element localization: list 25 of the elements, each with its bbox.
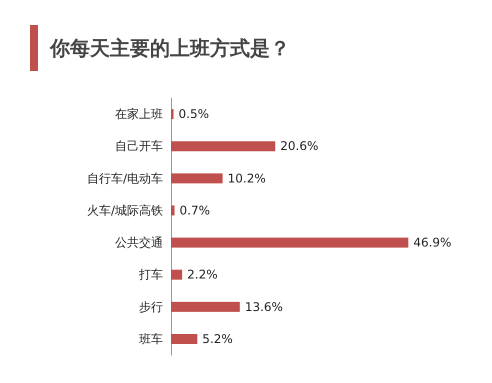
y-tick-label: 班车	[139, 332, 163, 346]
bar	[171, 173, 223, 184]
data-label: 0.7%	[180, 203, 210, 218]
bar	[171, 109, 174, 120]
data-label: 5.2%	[202, 332, 233, 346]
y-tick-label: 步行	[139, 300, 163, 314]
y-tick-label: 自己开车	[115, 139, 163, 154]
bar	[171, 270, 182, 280]
data-label: 0.5%	[178, 107, 210, 122]
y-tick-label: 自行车/电动车	[86, 171, 163, 186]
data-label: 20.6%	[280, 139, 318, 154]
chart-title: 你每天主要的上班方式是？	[50, 34, 290, 62]
data-label: 2.2%	[187, 268, 218, 282]
y-tick-label: 公共交通	[115, 236, 163, 250]
bar	[171, 238, 408, 248]
data-label: 46.9%	[413, 236, 452, 250]
bar	[171, 141, 276, 152]
bar	[171, 205, 175, 216]
bar	[171, 334, 198, 344]
y-tick-label: 火车/城际高铁	[86, 203, 163, 218]
data-label: 13.6%	[244, 300, 283, 314]
data-label: 10.2%	[228, 171, 266, 186]
y-tick-label: 打车	[138, 268, 163, 282]
y-tick-label: 在家上班	[115, 107, 163, 122]
bar	[171, 302, 240, 312]
